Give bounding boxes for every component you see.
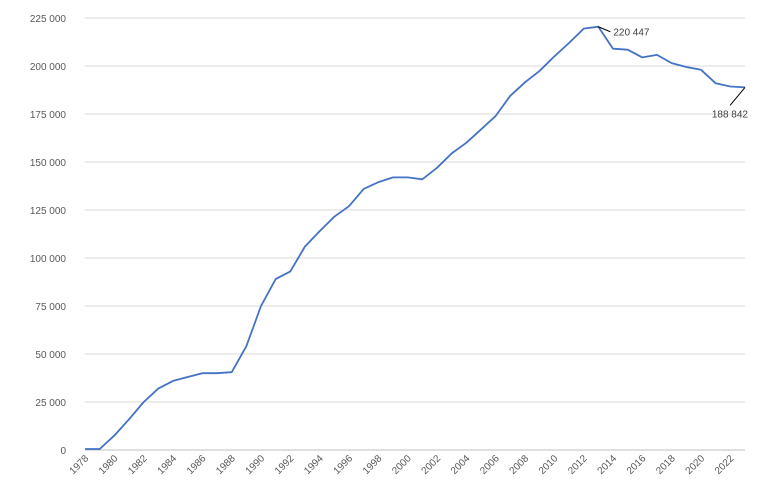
y-tick-label: 25 000 <box>35 398 66 409</box>
y-tick-label: 0 <box>60 446 66 457</box>
x-tick-label: 2006 <box>478 453 502 477</box>
y-tick-label: 150 000 <box>30 158 67 169</box>
x-tick-label: 2022 <box>713 453 737 477</box>
gridlines <box>85 17 745 403</box>
callout-leader-peak <box>598 26 611 33</box>
y-tick-label: 175 000 <box>30 110 67 121</box>
x-tick-label: 1980 <box>97 453 121 477</box>
y-tick-label: 75 000 <box>35 302 66 313</box>
x-tick-label: 2016 <box>625 453 649 477</box>
x-tick-label: 1978 <box>68 453 92 477</box>
y-tick-label: 50 000 <box>35 350 66 361</box>
x-tick-label: 2020 <box>684 453 708 477</box>
x-tick-label: 1996 <box>332 453 356 477</box>
x-tick-label: 1982 <box>126 453 150 477</box>
x-tick-label: 2012 <box>566 453 590 477</box>
callout-label-last: 188 842 <box>712 109 749 120</box>
series-line <box>85 25 746 450</box>
x-tick-label: 1988 <box>214 453 238 477</box>
x-tick-label: 1998 <box>361 453 385 477</box>
y-axis-tick-labels: 0 25 000 50 000 75 000 100 000 125 000 150 000… <box>30 14 67 457</box>
y-tick-label: 225 000 <box>30 14 67 25</box>
x-axis-tick-labels: 1978 1980 1982 1984 1986 1988 1990 1992 1994 1996… <box>68 453 737 477</box>
y-tick-label: 200 000 <box>30 62 67 73</box>
x-tick-label: 1994 <box>302 453 326 477</box>
data-callouts: 220 447 188 842 <box>598 26 749 120</box>
callout-label-peak: 220 447 <box>613 28 650 39</box>
y-tick-label: 100 000 <box>30 254 67 265</box>
x-tick-label: 1984 <box>156 453 180 477</box>
x-tick-label: 2004 <box>449 453 473 477</box>
x-tick-label: 1990 <box>244 453 268 477</box>
x-tick-label: 2008 <box>508 453 532 477</box>
x-tick-label: 2014 <box>596 453 620 477</box>
x-tick-label: 2010 <box>537 453 561 477</box>
x-tick-label: 1986 <box>185 453 209 477</box>
callout-leader-last <box>729 87 746 106</box>
x-tick-label: 2002 <box>420 453 444 477</box>
y-tick-label: 125 000 <box>30 206 67 217</box>
x-tick-label: 2000 <box>390 453 414 477</box>
x-tick-label: 1992 <box>273 453 297 477</box>
x-tick-label: 2018 <box>654 453 678 477</box>
